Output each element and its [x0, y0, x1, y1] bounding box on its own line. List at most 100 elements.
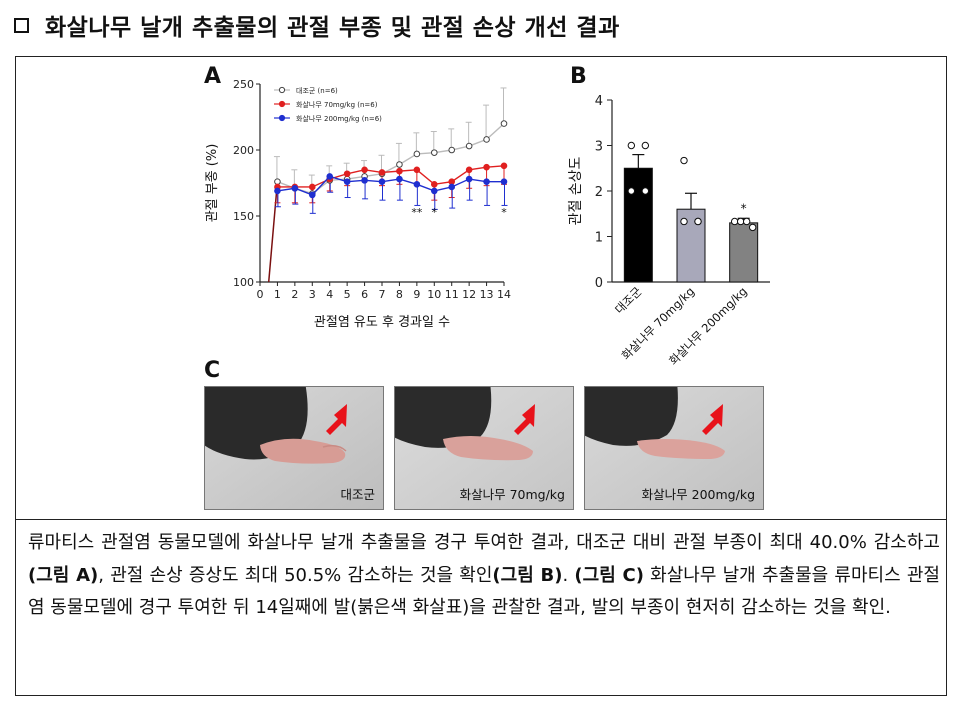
y-tick-label: 150: [233, 210, 254, 223]
photo-label: 대조군: [340, 487, 375, 502]
data-point: [396, 167, 403, 175]
data-point: [396, 175, 403, 183]
data-point: [361, 177, 368, 184]
data-point: [730, 217, 739, 226]
data-point: [430, 181, 438, 188]
x-tick-label: 14: [497, 288, 511, 301]
data-point: [680, 217, 688, 226]
y-tick-label: 3: [595, 140, 603, 155]
photo-70mg: 화살나무 70mg/kg: [394, 386, 574, 510]
data-point: [500, 162, 508, 170]
checkbox-square-icon: [14, 17, 29, 33]
red-arrow-icon: [702, 404, 723, 435]
x-tick-label: 12: [462, 288, 476, 301]
data-point: [413, 166, 421, 174]
data-point: [465, 166, 473, 174]
significance-mark: *: [501, 206, 507, 219]
start-line: [267, 181, 279, 283]
x-tick-label: 8: [396, 288, 403, 301]
caption-ref-c: (그림 C): [574, 564, 644, 586]
data-point: [308, 191, 316, 199]
data-point: [413, 181, 421, 188]
data-point: [680, 156, 688, 165]
data-point: [465, 175, 473, 183]
caption-ref-a: (그림 A): [28, 564, 99, 586]
data-point: [448, 146, 456, 154]
caption-divider: [15, 519, 947, 520]
y-tick-label: 4: [595, 94, 603, 109]
section-heading: 화살나무 날개 추출물의 관절 부종 및 관절 손상 개선 결과: [14, 8, 620, 42]
x-tick-label: 7: [379, 288, 386, 301]
data-point: [430, 187, 438, 195]
photo-label: 화살나무 200mg/kg: [641, 487, 755, 502]
red-arrow-icon: [326, 404, 347, 435]
data-point: [483, 136, 490, 143]
photo-200mg: 화살나무 200mg/kg: [584, 386, 764, 510]
data-point: [378, 178, 386, 185]
bar: [623, 167, 653, 283]
data-point: [627, 187, 636, 195]
data-point: [274, 187, 281, 195]
y-axis-title: 관절 부종 (%): [205, 144, 220, 223]
data-point: [500, 120, 508, 127]
x-tick-label: 1: [274, 288, 281, 301]
bar: [729, 222, 759, 283]
data-point: [378, 169, 386, 176]
data-point: [274, 178, 281, 185]
y-tick-label: 0: [595, 276, 603, 291]
legend-marker: [278, 86, 286, 94]
data-point: [465, 142, 473, 150]
photo-label: 화살나무 70mg/kg: [459, 487, 565, 502]
y-axis-title: 관절 손상도: [568, 156, 584, 225]
caption-text: .: [562, 564, 575, 586]
legend-marker: [278, 100, 286, 108]
data-point: [343, 178, 351, 185]
data-point: [413, 150, 421, 158]
panel-a-label: A: [204, 64, 222, 89]
data-point: [396, 161, 403, 168]
figure-caption: 류마티스 관절염 동물모델에 화살나무 날개 추출물을 경구 투여한 결과, 대…: [28, 527, 940, 625]
y-tick-label: 1: [595, 231, 603, 246]
x-tick-label: 5: [344, 288, 351, 301]
caption-text: 화살나무 날개 추출물을 류마티스 관절염 동물모델에 경구 투여한 뒤 14일…: [28, 564, 940, 619]
data-point: [308, 183, 316, 191]
data-point: [361, 166, 368, 174]
data-point: [748, 223, 757, 232]
data-point: [483, 178, 490, 185]
data-point: [430, 149, 438, 156]
x-tick-label: 3: [309, 288, 316, 301]
x-tick-label: 10: [427, 288, 441, 301]
x-tick-label: 9: [413, 288, 420, 301]
y-tick-label: 250: [233, 78, 254, 91]
photo-control: 대조군: [204, 386, 384, 510]
x-tick-label: 6: [361, 288, 368, 301]
figure-frame: [15, 56, 947, 696]
y-tick-label: 2: [595, 185, 603, 200]
x-tick-label: 0: [257, 288, 264, 301]
category-label: 대조군: [612, 284, 644, 316]
data-point: [483, 163, 490, 171]
panel-b-label: B: [570, 64, 587, 89]
legend-label: 대조군 (n=6): [296, 87, 338, 95]
data-point: [448, 183, 456, 191]
x-tick-label: 11: [445, 288, 459, 301]
x-tick-label: 2: [291, 288, 298, 301]
data-point: [641, 141, 650, 150]
y-tick-label: 100: [233, 276, 254, 289]
legend-label: 화살나무 200mg/kg (n=6): [296, 114, 382, 123]
data-point: [627, 141, 636, 150]
significance-mark: **: [411, 206, 423, 219]
data-point: [641, 187, 650, 195]
heading-text: 화살나무 날개 추출물의 관절 부종 및 관절 손상 개선 결과: [45, 15, 620, 41]
caption-text: 류마티스 관절염 동물모델에 화살나무 날개 추출물을 경구 투여한 결과, 대…: [28, 532, 940, 553]
data-point: [736, 217, 745, 226]
panel-c-label: C: [204, 358, 221, 383]
legend-label: 화살나무 70mg/kg (n=6): [296, 100, 378, 109]
data-point: [742, 217, 751, 226]
data-point: [291, 184, 299, 192]
data-point: [326, 173, 334, 180]
significance-mark: *: [432, 206, 438, 219]
caption-text: , 관절 손상 증상도 최대 50.5% 감소하는 것을 확인: [98, 564, 493, 586]
